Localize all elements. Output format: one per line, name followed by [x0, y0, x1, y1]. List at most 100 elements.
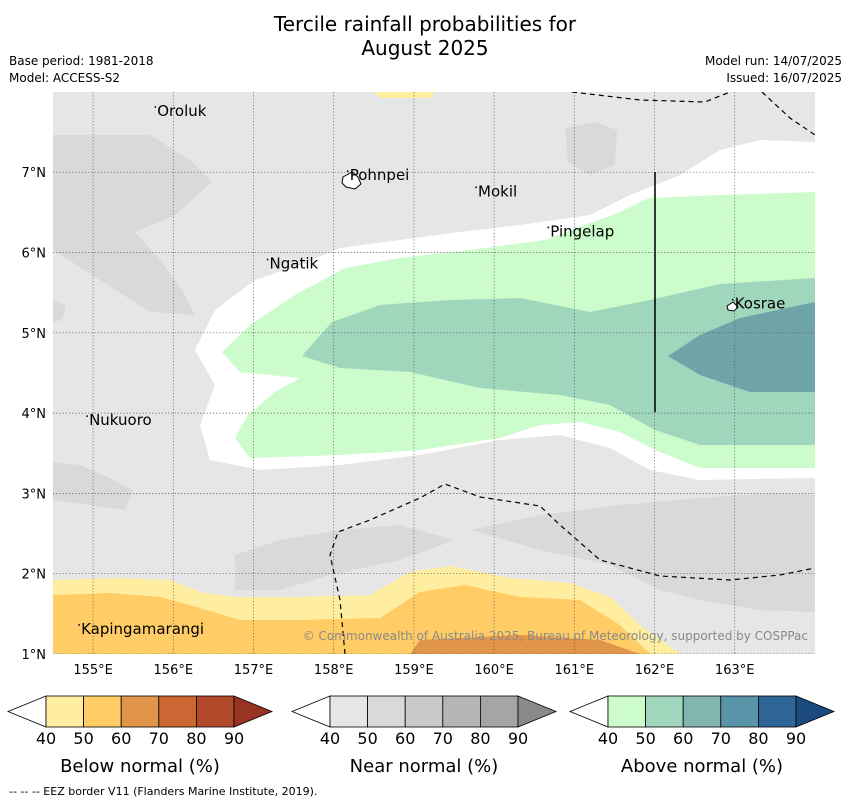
place-label: Oroluk — [157, 102, 206, 120]
colorbar-title-above: Above normal (%) — [620, 756, 784, 777]
colorbar-extend-low — [290, 695, 331, 728]
map-plot-area: Oroluk Pohnpei Mokil Pingelap Ngatik Kosrae Nu… — [53, 92, 815, 654]
colorbar-swatch — [720, 695, 759, 728]
y-tick-label: 5°N — [22, 327, 47, 342]
place-marker — [346, 170, 349, 173]
eez-footnote: -- -- -- EEZ border V11 (Flanders Marine… — [9, 785, 318, 798]
colorbar-tick-label: 50 — [357, 729, 377, 748]
colorbar-swatch — [479, 695, 519, 728]
pohnpei-island-shape — [341, 171, 362, 190]
copyright-note: © Commonwealth of Australia 2025, Bureau… — [303, 629, 808, 643]
place-label: Pingelap — [550, 222, 614, 240]
colorbar-title-below: Below normal (%) — [60, 756, 220, 777]
place-label: Ngatik — [270, 255, 319, 273]
place-label: Mokil — [478, 182, 517, 200]
y-tick-label: 3°N — [22, 487, 47, 502]
y-tick-label: 2°N — [22, 568, 47, 583]
colorbar-extend-high — [517, 695, 558, 728]
x-tick-label: 163°E — [715, 663, 755, 678]
kosrae-island-shape — [726, 301, 739, 312]
colorbar-tick-label: 40 — [598, 729, 618, 748]
colorbar-swatch — [404, 695, 444, 728]
colorbar: 40 50 60 70 80 90 — [6, 695, 274, 748]
colorbar-swatch — [367, 695, 406, 728]
colorbar-extend-high — [795, 695, 836, 728]
y-tick-label: 6°N — [22, 247, 47, 262]
place-marker — [266, 258, 269, 261]
colorbar-swatch — [45, 695, 84, 728]
colorbar-tick-label: 40 — [320, 729, 340, 748]
place-marker — [78, 624, 80, 626]
meta-left: Base period: 1981-2018 Model: ACCESS-S2 — [9, 53, 154, 87]
place-label: Pohnpei — [350, 166, 410, 184]
x-tick-label: 160°E — [474, 663, 514, 678]
colorbar-swatch — [758, 695, 797, 728]
white-strip-ne — [650, 142, 815, 198]
place-marker — [547, 226, 550, 229]
colorbar-tick-label: 70 — [711, 729, 731, 748]
colorbar-tick-label: 80 — [748, 729, 768, 748]
colorbar-swatch — [682, 695, 722, 728]
colorbar-swatch — [120, 695, 160, 728]
issued-date: Issued: 16/07/2025 — [726, 71, 842, 85]
colorbar-swatch — [195, 695, 235, 728]
colorbar-tick-label: 80 — [186, 729, 206, 748]
x-tick-label: 162°E — [635, 663, 675, 678]
below-normal-40-patch-north — [375, 92, 435, 98]
y-tick-label: 1°N — [22, 648, 47, 663]
eez-border-ne — [761, 92, 815, 136]
colorbar-tick-label: 70 — [433, 729, 453, 748]
colorbar-title-near: Near normal (%) — [349, 756, 499, 777]
above-normal-50-region — [302, 278, 815, 445]
colorbar-extend-low — [6, 695, 47, 728]
colorbar-tick-label: 60 — [673, 729, 693, 748]
y-tick-label: 4°N — [22, 407, 47, 422]
near-normal-50-patch-edge — [53, 300, 66, 322]
colorbar-swatch — [83, 695, 122, 728]
colorbar: 40 50 60 70 80 90 — [568, 695, 836, 748]
meta-right: Model run: 14/07/2025 Issued: 16/07/2025 — [705, 53, 842, 87]
colorbar-tick-label: 60 — [395, 729, 415, 748]
x-tick-label: 161°E — [555, 663, 595, 678]
colorbar-tick-label: 50 — [635, 729, 655, 748]
colorbar-swatch — [158, 695, 197, 728]
model-name: Model: ACCESS-S2 — [9, 71, 121, 85]
colorbar-tick-label: 40 — [36, 729, 56, 748]
place-label: Nukuoro — [89, 411, 152, 429]
place-marker — [86, 415, 88, 418]
place-marker — [731, 298, 734, 301]
x-tick-label: 158°E — [314, 663, 354, 678]
model-run: Model run: 14/07/2025 — [704, 54, 842, 68]
colorbar-tick-label: 50 — [73, 729, 93, 748]
place-label: Kosrae — [735, 295, 786, 313]
y-tick-label: 7°N — [22, 166, 47, 181]
near-normal-50-patch-sw — [53, 462, 132, 510]
chart-title: Tercile rainfall probabilities for Augus… — [0, 12, 850, 60]
colorbar-tick-label: 90 — [508, 729, 528, 748]
title-line-1: Tercile rainfall probabilities for — [273, 12, 577, 36]
colorbar-swatch — [329, 695, 368, 728]
x-tick-label: 155°E — [73, 663, 113, 678]
below-normal-60-region — [410, 635, 640, 654]
near-normal-50-patch-west — [53, 135, 212, 315]
near-normal-50-patch-north — [565, 122, 617, 175]
colorbar-swatch — [607, 695, 646, 728]
colorbar-tick-label: 70 — [149, 729, 169, 748]
above-normal-60-region — [668, 302, 815, 392]
gridlines — [53, 92, 815, 654]
colorbar-swatch — [645, 695, 684, 728]
colorbar-tick-label: 80 — [470, 729, 490, 748]
colorbar: 40 50 60 70 80 90 — [290, 695, 558, 748]
eez-border-north — [571, 92, 732, 103]
base-period: Base period: 1981-2018 — [9, 54, 154, 68]
colorbar-extend-high — [233, 695, 274, 728]
x-tick-label: 157°E — [234, 663, 274, 678]
colorbar-tick-label: 60 — [111, 729, 131, 748]
colorbar-tick-label: 90 — [224, 729, 244, 748]
place-marker — [154, 106, 157, 108]
colorbar-tick-label: 90 — [786, 729, 806, 748]
colorbars: 40 50 60 70 80 90 40 50 60 70 80 90 40 50 60 70 80 90 — [6, 695, 836, 748]
place-labels: Oroluk Pohnpei Mokil Pingelap Ngatik Kosrae Nu… — [78, 102, 785, 638]
eez-border-south — [329, 483, 815, 654]
